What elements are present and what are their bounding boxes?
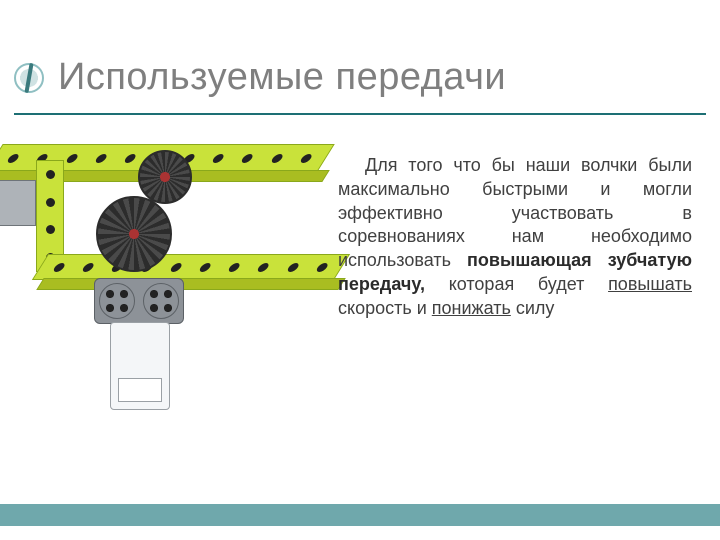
lego-beam-bottom-side [36, 278, 345, 290]
motor-hub [94, 278, 184, 324]
text-part: скорость и [338, 298, 432, 318]
footer-accent-bar [0, 504, 720, 526]
grey-connector [0, 180, 36, 226]
gear-small-icon [138, 150, 192, 204]
text-part: которая будет [425, 274, 608, 294]
gear-illustration [0, 126, 318, 426]
text-underline: понижать [432, 298, 511, 318]
text-part: силу [511, 298, 555, 318]
slide-title: Используемые передачи [58, 56, 506, 99]
text-underline: повышать [608, 274, 692, 294]
body-paragraph: Для того что бы наши волчки были максима… [338, 154, 692, 320]
title-underline [14, 113, 706, 115]
globe-logo-icon [14, 63, 44, 93]
motor-base [118, 378, 162, 402]
gear-large-icon [96, 196, 172, 272]
lego-beam-bottom [32, 254, 350, 280]
title-row: Используемые передачи [14, 56, 506, 99]
